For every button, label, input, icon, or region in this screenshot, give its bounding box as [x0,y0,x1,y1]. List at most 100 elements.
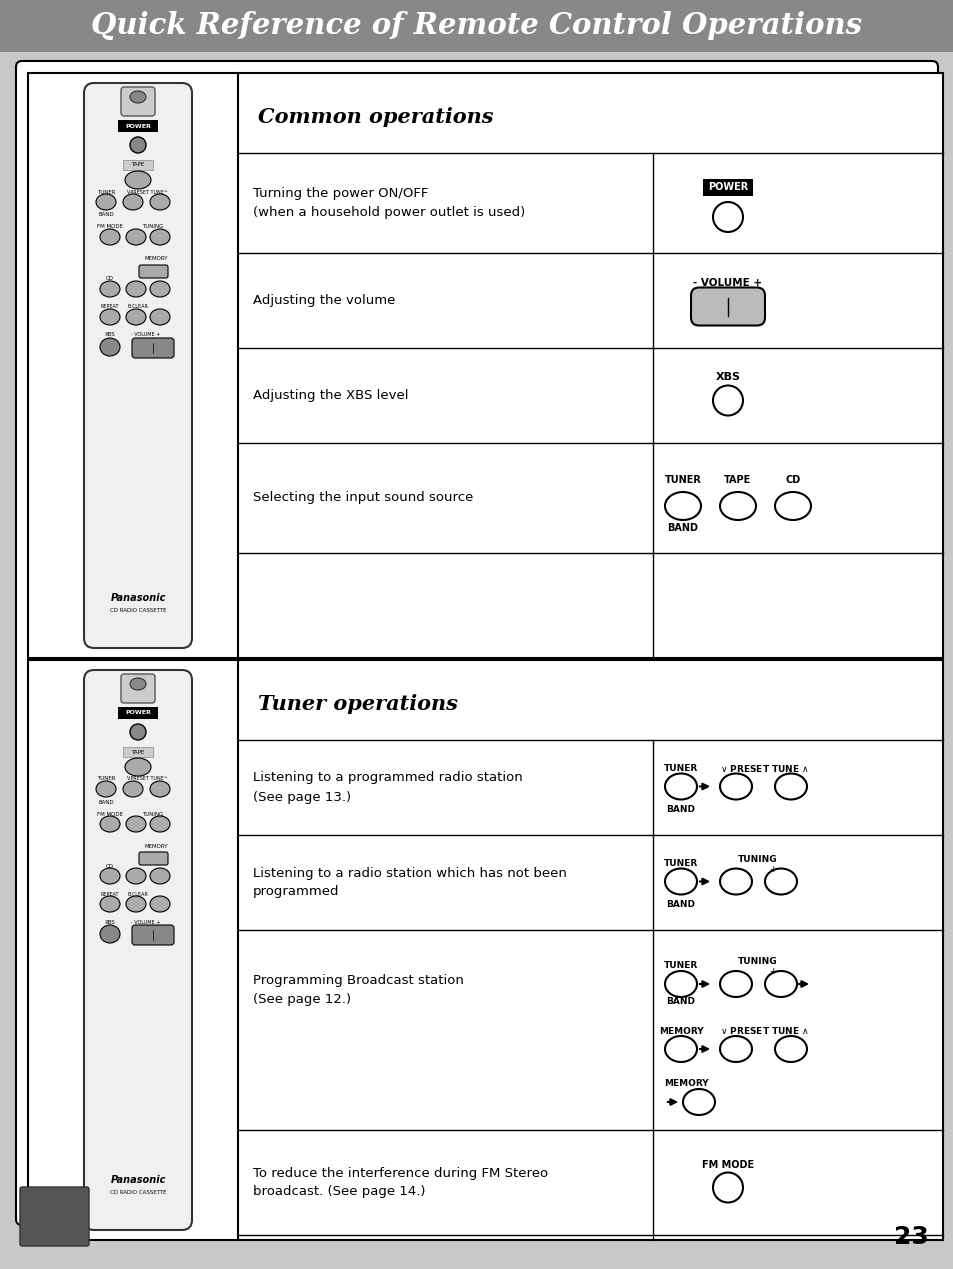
Text: BAND: BAND [667,523,698,533]
Text: -          +: - + [738,865,777,874]
Text: CD: CD [784,475,800,485]
Ellipse shape [96,194,116,209]
Text: $\vee$ PRESET TUNE $\wedge$: $\vee$ PRESET TUNE $\wedge$ [719,1025,807,1037]
Text: Tuner operations: Tuner operations [257,694,457,714]
FancyBboxPatch shape [121,88,154,115]
Text: B.CLEAR: B.CLEAR [128,305,149,310]
Bar [123,160,152,170]
Text: CD: CD [106,863,113,868]
Text: - VOLUME +: - VOLUME + [132,332,160,338]
Ellipse shape [150,228,170,245]
Text: BAND: BAND [666,805,695,813]
Ellipse shape [125,171,151,189]
Ellipse shape [126,816,146,832]
Text: TAPE: TAPE [723,475,751,485]
FancyBboxPatch shape [84,670,192,1230]
FancyBboxPatch shape [139,851,168,865]
Text: FM MODE: FM MODE [701,1160,753,1170]
Text: MEMORY: MEMORY [658,1027,702,1036]
FancyBboxPatch shape [20,1187,89,1246]
Text: TUNER: TUNER [96,777,115,782]
Text: CD RADIO CASSETTE: CD RADIO CASSETTE [110,1190,166,1195]
Text: REPEAT: REPEAT [101,892,119,896]
Text: TUNING: TUNING [142,225,164,230]
Text: Common operations: Common operations [257,107,493,127]
Text: TUNING: TUNING [738,855,777,864]
Text: Listening to a programmed radio station
(See page 13.): Listening to a programmed radio station … [253,772,522,803]
Text: FM MODE: FM MODE [97,811,123,816]
Text: TUNING: TUNING [738,958,777,967]
Ellipse shape [125,758,151,777]
Text: TUNER: TUNER [663,962,698,971]
Text: VPRESET TUNE^: VPRESET TUNE^ [128,189,169,194]
Text: CD: CD [106,277,113,282]
Text: To reduce the interference during FM Stereo
broadcast. (See page 14.): To reduce the interference during FM Ste… [253,1166,548,1198]
Text: $\vee$ PRESET TUNE $\wedge$: $\vee$ PRESET TUNE $\wedge$ [719,763,807,774]
FancyBboxPatch shape [16,61,937,1225]
Ellipse shape [150,280,170,297]
Text: TAPE: TAPE [132,750,145,755]
Ellipse shape [123,780,143,797]
Ellipse shape [126,280,146,297]
Text: TUNER: TUNER [663,859,698,868]
Text: MEMORY: MEMORY [144,844,168,849]
Text: TUNER: TUNER [663,764,698,773]
Text: Panasonic: Panasonic [111,593,166,603]
Text: Quick Reference of Remote Control Operations: Quick Reference of Remote Control Operat… [91,11,862,41]
Text: Listening to a radio station which has not been
programmed: Listening to a radio station which has n… [253,867,566,898]
Text: BAND: BAND [98,799,113,805]
Ellipse shape [100,816,120,832]
Text: TUNER: TUNER [664,475,700,485]
Text: Selecting the input sound source: Selecting the input sound source [253,491,473,505]
Text: - VOLUME +: - VOLUME + [693,278,761,288]
Ellipse shape [100,896,120,912]
FancyBboxPatch shape [690,288,764,326]
Ellipse shape [100,338,120,357]
Text: BAND: BAND [98,212,113,217]
Text: Turning the power ON/OFF
(when a household power outlet is used): Turning the power ON/OFF (when a househo… [253,187,525,220]
Text: CD RADIO CASSETTE: CD RADIO CASSETTE [110,609,166,613]
Ellipse shape [96,780,116,797]
Text: Panasonic: Panasonic [111,1175,166,1185]
Ellipse shape [100,228,120,245]
Ellipse shape [100,925,120,943]
FancyBboxPatch shape [132,338,173,358]
Text: Adjusting the volume: Adjusting the volume [253,294,395,307]
Ellipse shape [150,896,170,912]
Text: TUNING: TUNING [142,811,164,816]
Text: MEMORY: MEMORY [663,1080,707,1089]
Text: TAPE: TAPE [132,162,145,168]
Bar [118,121,158,132]
FancyBboxPatch shape [84,82,192,648]
Text: TUNER: TUNER [96,189,115,194]
Text: Programming Broadcast station
(See page 12.): Programming Broadcast station (See page … [253,975,463,1006]
Text: BAND: BAND [666,900,695,909]
Text: Adjusting the XBS level: Adjusting the XBS level [253,390,408,402]
Text: REPEAT: REPEAT [101,305,119,310]
Bar [0,0,953,52]
Bar [702,179,752,195]
Ellipse shape [123,194,143,209]
Text: POWER: POWER [125,123,151,128]
Text: - VOLUME +: - VOLUME + [132,920,160,925]
Bar [118,707,158,720]
Text: MEMORY: MEMORY [144,256,168,261]
Ellipse shape [150,868,170,884]
FancyBboxPatch shape [121,674,154,703]
Text: -          +: - + [738,967,777,977]
Ellipse shape [100,868,120,884]
Bar [123,747,152,758]
Text: FM MODE: FM MODE [97,225,123,230]
Ellipse shape [126,228,146,245]
Text: VPRESET TUNE^: VPRESET TUNE^ [128,777,169,782]
Ellipse shape [100,308,120,325]
Ellipse shape [150,816,170,832]
Ellipse shape [126,868,146,884]
Text: 23: 23 [893,1225,928,1249]
Text: POWER: POWER [125,711,151,716]
Circle shape [130,725,146,740]
Text: B.CLEAR: B.CLEAR [128,892,149,896]
Ellipse shape [130,91,146,103]
Text: XBS: XBS [715,373,740,382]
Bar [28,660,942,1240]
